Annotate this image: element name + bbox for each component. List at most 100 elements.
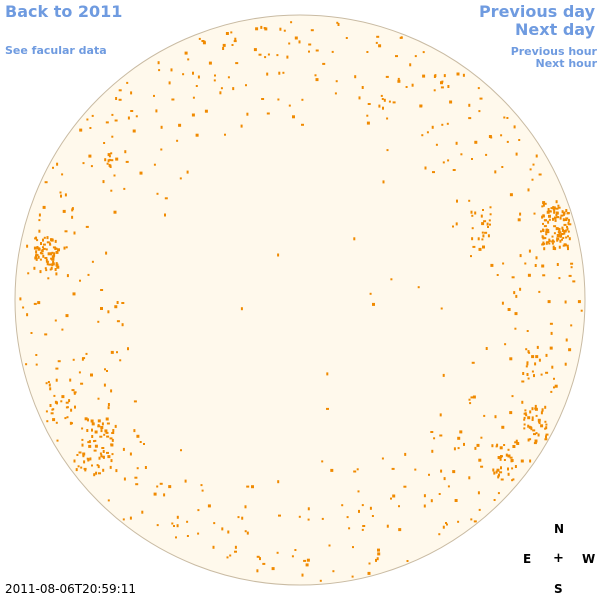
facular-point	[473, 520, 477, 523]
facular-point	[331, 50, 334, 53]
facular-point	[116, 301, 119, 304]
facular-point	[83, 467, 87, 470]
facular-point	[49, 404, 52, 407]
facular-point	[276, 54, 279, 57]
facular-point	[62, 209, 66, 213]
facular-point	[106, 451, 109, 454]
facular-point	[356, 468, 359, 471]
facular-point	[392, 494, 396, 498]
facular-point	[278, 514, 281, 517]
facular-point	[88, 154, 92, 158]
facular-data-link[interactable]: See facular data	[5, 44, 107, 57]
facular-point	[286, 55, 289, 59]
facular-point	[71, 215, 74, 219]
facular-point	[474, 446, 477, 450]
facular-point	[525, 365, 528, 368]
facular-point	[477, 237, 480, 241]
facular-point	[103, 142, 106, 144]
facular-point	[471, 361, 475, 364]
facular-point	[555, 211, 558, 215]
facular-point	[471, 158, 473, 160]
facular-point	[459, 430, 463, 434]
facular-point	[328, 544, 331, 547]
facular-point	[213, 522, 216, 525]
facular-point	[542, 214, 545, 218]
facular-point	[567, 230, 570, 233]
facular-point	[538, 422, 541, 425]
previous-hour-link[interactable]: Previous hour	[510, 45, 597, 58]
facular-point	[264, 27, 268, 31]
facular-point	[47, 277, 50, 280]
facular-point	[531, 355, 535, 359]
facular-point	[499, 446, 503, 450]
facular-point	[525, 414, 528, 417]
facular-point	[534, 404, 537, 408]
facular-point	[87, 418, 89, 422]
facular-point	[496, 468, 500, 472]
facular-point	[481, 238, 484, 241]
facular-point	[277, 98, 280, 101]
facular-point	[91, 114, 94, 117]
facular-point	[551, 235, 554, 238]
facular-point	[561, 238, 563, 241]
facular-point	[554, 216, 556, 220]
facular-point	[97, 465, 100, 469]
facular-point	[447, 85, 450, 88]
facular-point	[361, 504, 364, 507]
facular-point	[457, 436, 461, 440]
facular-point	[577, 300, 581, 304]
facular-point	[529, 438, 532, 441]
facular-point	[176, 139, 179, 142]
previous-day-link[interactable]: Previous day	[478, 2, 595, 21]
next-hour-link[interactable]: Next hour	[535, 57, 598, 70]
facular-point	[381, 98, 384, 100]
facular-point	[38, 213, 41, 217]
facular-point	[26, 313, 29, 317]
facular-point	[357, 490, 360, 493]
facular-point	[489, 213, 492, 216]
facular-point	[439, 434, 443, 437]
facular-point	[42, 205, 46, 209]
facular-point	[115, 469, 118, 473]
facular-point	[38, 229, 41, 233]
facular-point	[368, 562, 371, 565]
facular-point	[564, 229, 567, 233]
facular-point	[532, 429, 536, 432]
next-day-link[interactable]: Next day	[515, 20, 595, 39]
facular-point	[521, 400, 524, 404]
facular-point	[115, 97, 118, 100]
facular-point	[163, 493, 166, 497]
facular-point	[493, 499, 496, 501]
facular-point	[392, 101, 396, 104]
facular-point	[55, 378, 58, 382]
back-to-year-link[interactable]: Back to 2011	[5, 2, 123, 21]
facular-point	[538, 358, 541, 362]
facular-point	[432, 171, 435, 174]
facular-point	[301, 123, 304, 126]
facular-point	[282, 71, 285, 74]
facular-point	[91, 435, 94, 438]
facular-point	[123, 477, 126, 481]
facular-point	[73, 459, 76, 463]
facular-point	[496, 443, 499, 447]
facular-point	[381, 457, 384, 460]
facular-point	[107, 499, 110, 502]
facular-point	[414, 468, 417, 471]
facular-point	[514, 441, 518, 444]
facular-point	[54, 247, 57, 250]
facular-point	[37, 255, 40, 259]
facular-point	[562, 228, 564, 232]
facular-point	[472, 395, 476, 399]
facular-point	[42, 243, 46, 246]
facular-point	[551, 242, 554, 245]
facular-point	[294, 36, 298, 40]
facular-point	[234, 37, 237, 41]
facular-point	[423, 504, 426, 508]
facular-point	[107, 159, 110, 163]
facular-point	[69, 421, 72, 425]
facular-point	[445, 522, 447, 524]
facular-point	[88, 440, 91, 444]
facular-point	[180, 449, 182, 452]
facular-point	[256, 569, 259, 573]
facular-point	[547, 300, 551, 304]
